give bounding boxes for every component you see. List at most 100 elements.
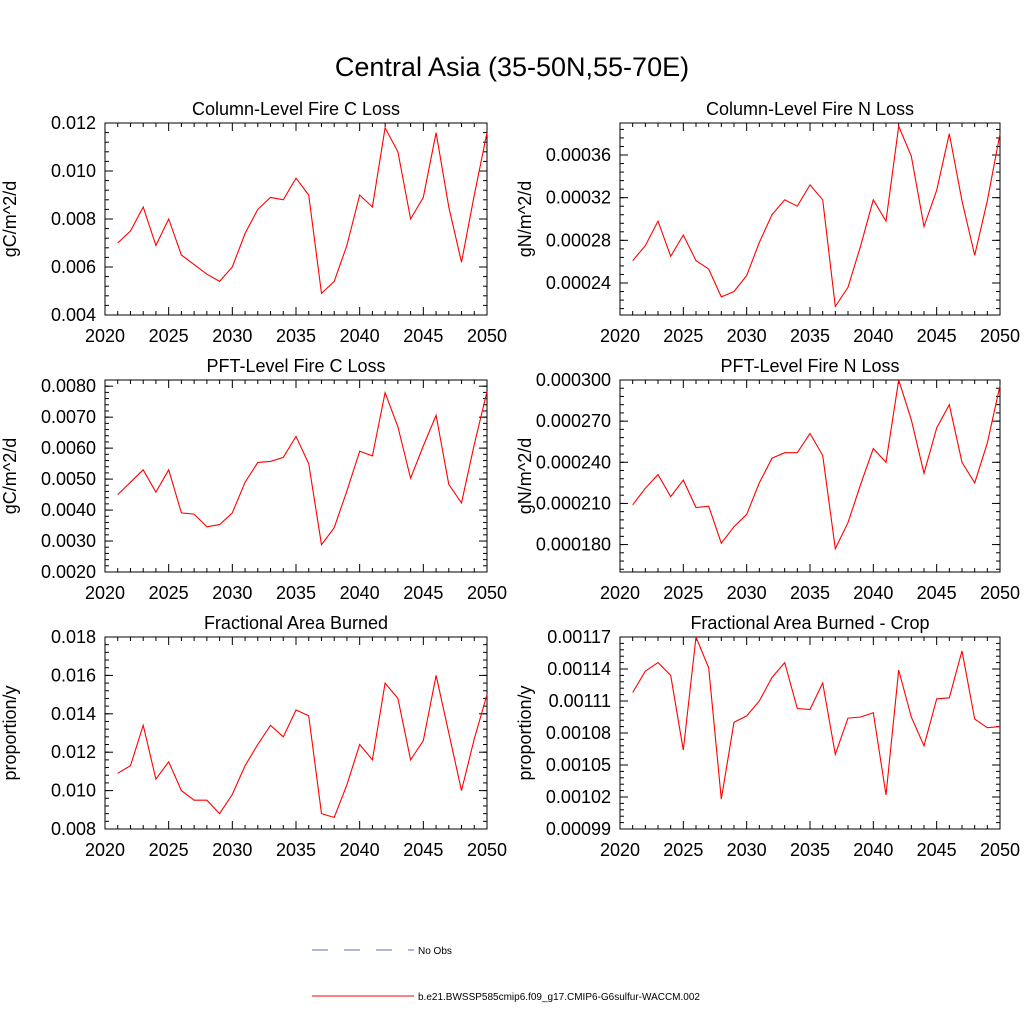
x-tick-label: 2035	[790, 583, 830, 603]
plot-frame	[619, 379, 1001, 573]
x-tick-label: 2020	[600, 583, 640, 603]
panel-title: PFT-Level Fire N Loss	[720, 356, 899, 376]
y-tick-label: 0.00036	[546, 145, 611, 165]
y-tick-label: 0.0080	[41, 376, 96, 396]
x-tick-label: 2040	[340, 840, 380, 860]
y-tick-label: 0.000210	[536, 493, 611, 513]
x-tick-label: 2025	[663, 840, 703, 860]
series-line	[117, 390, 488, 547]
x-tick-label: 2020	[600, 326, 640, 346]
y-tick-label: 0.0070	[41, 407, 96, 427]
x-tick-label: 2050	[980, 583, 1020, 603]
y-axis-label: gC/m^2/d	[0, 181, 20, 257]
y-axis-label: gN/m^2/d	[515, 181, 535, 257]
x-tick-label: 2040	[340, 326, 380, 346]
x-tick-label: 2020	[85, 326, 125, 346]
y-tick-label: 0.000270	[536, 411, 611, 431]
x-tick-label: 2045	[917, 840, 957, 860]
panel-title: PFT-Level Fire C Loss	[206, 356, 385, 376]
y-tick-label: 0.010	[51, 161, 96, 181]
panel-3: PFT-Level Fire C Loss gC/m^2/d 2020 2025 203…	[0, 356, 507, 603]
y-tick-label: 0.00032	[546, 188, 611, 208]
y-tick-label: 0.014	[51, 704, 96, 724]
panel-title: Fractional Area Burned	[204, 613, 388, 633]
x-tick-label: 2040	[340, 583, 380, 603]
legend-label: No Obs	[418, 946, 452, 957]
x-tick-label: 2025	[663, 583, 703, 603]
plot-frame	[104, 379, 488, 573]
y-tick-label: 0.00114	[547, 659, 611, 679]
x-tick-label: 2040	[853, 840, 893, 860]
x-tick-label: 2050	[980, 326, 1020, 346]
x-tick-label: 2020	[85, 840, 125, 860]
panels: Column-Level Fire C Loss gC/m^2/d 2020 2025…	[0, 99, 1020, 860]
y-tick-label: 0.004	[51, 305, 96, 325]
y-tick-label: 0.018	[51, 627, 96, 647]
y-tick-label: 0.0050	[41, 469, 96, 489]
plot-frame	[104, 122, 488, 316]
x-tick-label: 2050	[467, 583, 507, 603]
plot-frame	[619, 636, 1001, 830]
x-tick-label: 2050	[467, 326, 507, 346]
panel-title: Column-Level Fire N Loss	[706, 99, 914, 119]
y-tick-label: 0.008	[51, 819, 96, 839]
series-line	[117, 675, 488, 819]
x-tick-label: 2040	[853, 326, 893, 346]
x-tick-label: 2035	[790, 840, 830, 860]
x-tick-label: 2030	[727, 840, 767, 860]
panel-title: Column-Level Fire C Loss	[192, 99, 400, 119]
y-tick-label: 0.00028	[546, 230, 611, 250]
panel-6: Fractional Area Burned - Crop proportion/…	[515, 613, 1020, 860]
y-tick-label: 0.00111	[549, 691, 611, 711]
x-tick-label: 2045	[403, 326, 443, 346]
y-axis-label: gC/m^2/d	[0, 438, 20, 514]
legend: No Obs b.e21.BWSSP585cmip6.f09_g17.CMIP6-…	[312, 946, 700, 1003]
y-tick-label: 0.0020	[41, 562, 96, 582]
x-tick-label: 2025	[149, 326, 189, 346]
y-tick-label: 0.00099	[546, 819, 611, 839]
panel-5: Fractional Area Burned proportion/y 2020 20…	[0, 613, 507, 860]
x-tick-label: 2030	[727, 326, 767, 346]
x-tick-label: 2050	[980, 840, 1020, 860]
x-tick-label: 2025	[663, 326, 703, 346]
panel-2: Column-Level Fire N Loss gN/m^2/d 2020 2025…	[515, 99, 1020, 346]
x-tick-label: 2035	[276, 840, 316, 860]
y-axis-label: proportion/y	[0, 685, 20, 780]
series-line	[632, 124, 1001, 309]
x-tick-label: 2045	[917, 583, 957, 603]
y-tick-label: 0.0060	[41, 438, 96, 458]
y-tick-label: 0.000300	[536, 370, 611, 390]
x-tick-label: 2030	[212, 583, 252, 603]
x-tick-label: 2050	[467, 840, 507, 860]
legend-label: b.e21.BWSSP585cmip6.f09_g17.CMIP6-G6sulf…	[418, 992, 700, 1003]
y-tick-label: 0.00108	[546, 723, 611, 743]
y-tick-label: 0.00105	[546, 755, 611, 775]
panel-title: Fractional Area Burned - Crop	[690, 613, 929, 633]
y-tick-label: 0.012	[51, 742, 96, 762]
series-line	[117, 126, 488, 295]
y-tick-label: 0.0040	[41, 500, 96, 520]
x-tick-label: 2040	[853, 583, 893, 603]
y-tick-label: 0.0030	[41, 531, 96, 551]
y-tick-label: 0.008	[51, 209, 96, 229]
plot-frame	[104, 636, 488, 830]
y-tick-label: 0.00024	[546, 273, 611, 293]
x-tick-label: 2045	[917, 326, 957, 346]
y-axis-label: proportion/y	[515, 685, 535, 780]
x-tick-label: 2030	[727, 583, 767, 603]
x-tick-label: 2030	[212, 326, 252, 346]
y-tick-label: 0.016	[51, 665, 96, 685]
y-axis-label: gN/m^2/d	[515, 438, 535, 514]
x-tick-label: 2030	[212, 840, 252, 860]
plot-frame	[619, 122, 1001, 316]
y-tick-label: 0.006	[51, 257, 96, 277]
x-tick-label: 2020	[600, 840, 640, 860]
figure-title: Central Asia (35-50N,55-70E)	[335, 52, 689, 82]
x-tick-label: 2025	[149, 583, 189, 603]
series-line	[632, 636, 1001, 800]
y-tick-label: 0.00102	[546, 787, 611, 807]
x-tick-label: 2045	[403, 583, 443, 603]
x-tick-label: 2020	[85, 583, 125, 603]
